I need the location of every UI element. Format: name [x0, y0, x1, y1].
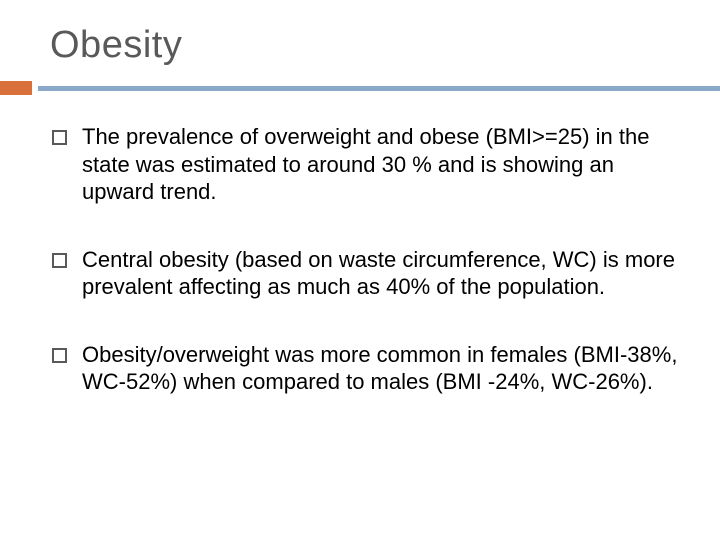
- title-divider: [0, 81, 720, 95]
- horizontal-rule: [38, 86, 720, 91]
- page-title: Obesity: [50, 24, 680, 67]
- list-item: Central obesity (based on waste circumfe…: [50, 246, 680, 301]
- bullet-list: The prevalence of overweight and obese (…: [50, 123, 680, 396]
- list-item: Obesity/overweight was more common in fe…: [50, 341, 680, 396]
- accent-block: [0, 81, 32, 95]
- list-item: The prevalence of overweight and obese (…: [50, 123, 680, 206]
- slide-container: Obesity The prevalence of overweight and…: [0, 0, 720, 540]
